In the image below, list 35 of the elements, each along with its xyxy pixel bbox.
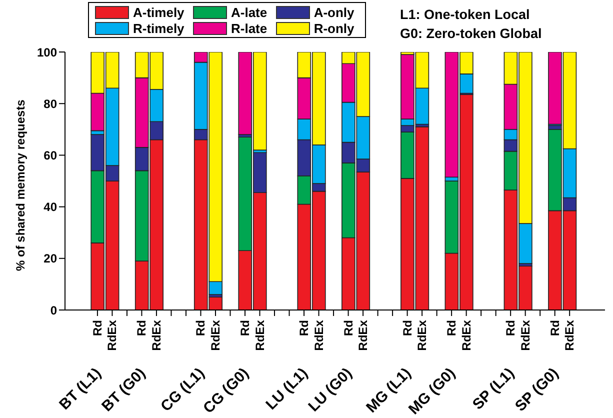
x-tick-label: Rd bbox=[238, 320, 252, 336]
legend-label: R-only bbox=[312, 20, 356, 36]
x-tick-label: Rd bbox=[548, 320, 562, 336]
x-tick-label: RdEx bbox=[149, 320, 164, 351]
y-axis-title: % of shared memory requests bbox=[13, 99, 28, 271]
x-tick-label: RdEx bbox=[208, 320, 222, 351]
x-tick-label: Rd bbox=[400, 320, 414, 336]
legend-label: A-timely bbox=[132, 4, 186, 20]
x-tick-label: RdEx bbox=[415, 320, 430, 351]
x-tick-label: RdEx bbox=[312, 320, 326, 351]
legend-label: A-late bbox=[230, 4, 268, 20]
x-tick-label: Rd bbox=[194, 320, 208, 336]
x-tick-label: Rd bbox=[444, 320, 459, 336]
x-tick-label: Rd bbox=[90, 320, 104, 336]
text: G0: Zero-token Global bbox=[400, 25, 542, 43]
x-tick-label: RdEx bbox=[356, 320, 370, 351]
x-tick-label: RdEx bbox=[105, 320, 120, 351]
x-tick-label: Rd bbox=[504, 320, 518, 336]
y-tick-label: 60 bbox=[44, 148, 58, 162]
legend-label: R-late bbox=[230, 20, 268, 36]
text: L1: One-token Local bbox=[400, 6, 531, 24]
x-tick-label: RdEx bbox=[459, 320, 474, 351]
x-tick-label: Rd bbox=[297, 320, 312, 336]
x-tick-label: Rd bbox=[341, 320, 356, 336]
legend-label: R-timely bbox=[132, 20, 186, 36]
x-tick-label: RdEx bbox=[562, 320, 577, 351]
y-tick-label: 20 bbox=[44, 252, 58, 266]
legend-label: A-only bbox=[312, 4, 356, 20]
y-tick-label: 80 bbox=[44, 96, 58, 111]
y-tick-label: 100 bbox=[36, 45, 58, 60]
x-tick-label: RdEx bbox=[252, 320, 267, 351]
y-tick-label: 0 bbox=[50, 303, 58, 318]
y-tick-label: 40 bbox=[44, 200, 58, 214]
x-tick-label: RdEx bbox=[518, 320, 532, 351]
x-tick-label: Rd bbox=[134, 320, 149, 336]
